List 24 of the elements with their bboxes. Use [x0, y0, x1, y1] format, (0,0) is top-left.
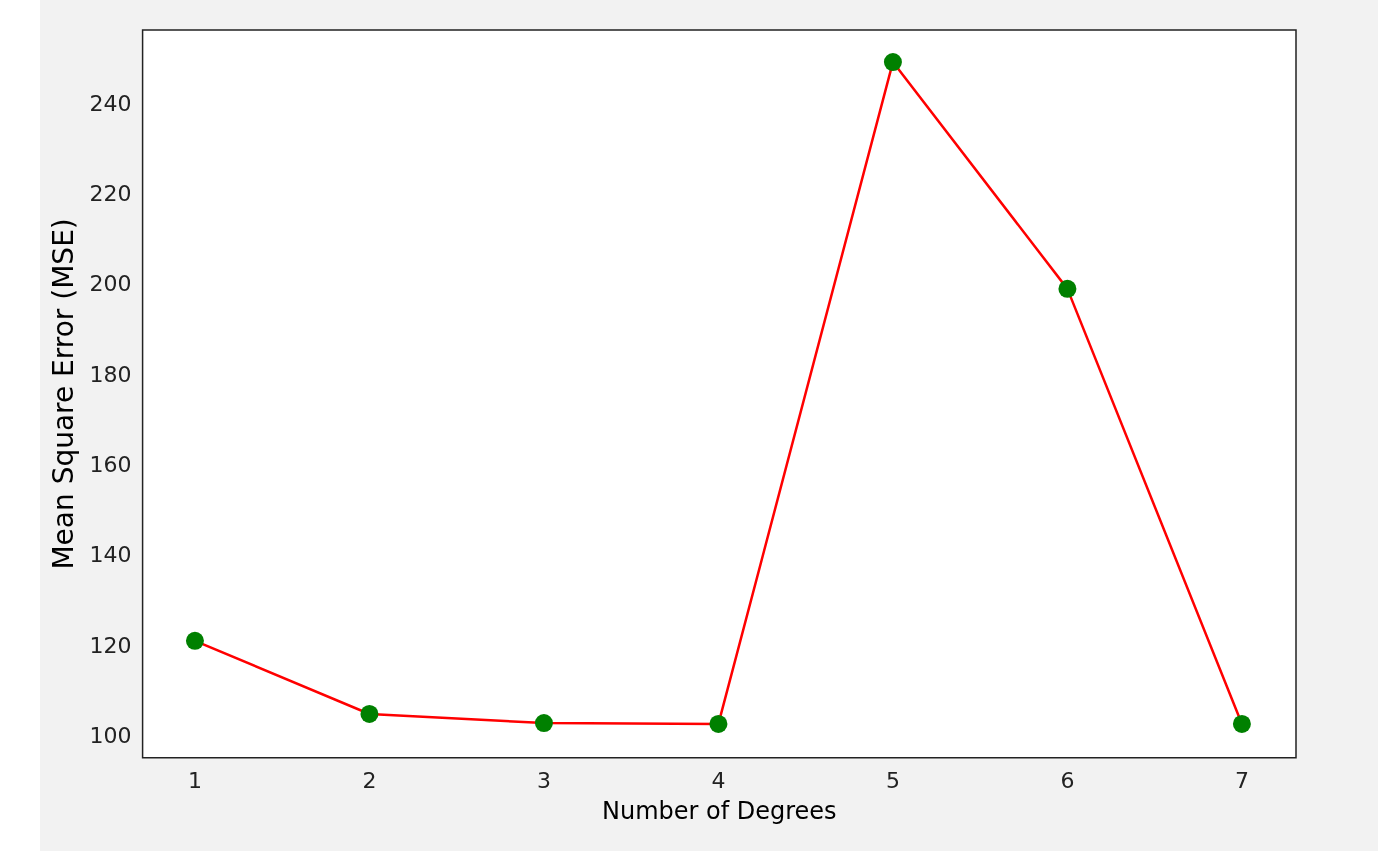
x-tick-label: 7: [1234, 767, 1249, 793]
point: [360, 704, 379, 723]
x-axis-title: Number of Degrees: [601, 796, 837, 825]
x-tick-label: 1: [187, 767, 202, 793]
y-tick-label: 180: [89, 361, 132, 387]
point: [1058, 279, 1077, 298]
x-tick-label: 2: [362, 767, 377, 793]
point: [883, 53, 902, 72]
y-tick-label: 160: [89, 452, 132, 478]
y-tick-label: 240: [89, 90, 132, 116]
y-axis-title: Mean Square Error (MSE): [47, 218, 81, 570]
y-tick-label: 200: [89, 271, 132, 297]
y-tick-label: 120: [89, 632, 132, 658]
point: [534, 714, 553, 733]
y-tick-label: 220: [89, 181, 132, 207]
point: [709, 714, 728, 733]
y-tick-label: 140: [89, 542, 132, 568]
x-tick-label: 3: [536, 767, 551, 793]
x-tick-label: 4: [711, 767, 726, 793]
x-tick-label: 5: [885, 767, 900, 793]
point: [1232, 714, 1251, 733]
x-tick-label: 6: [1060, 767, 1075, 793]
y-tick-label: 100: [89, 723, 132, 749]
point: [185, 631, 204, 650]
